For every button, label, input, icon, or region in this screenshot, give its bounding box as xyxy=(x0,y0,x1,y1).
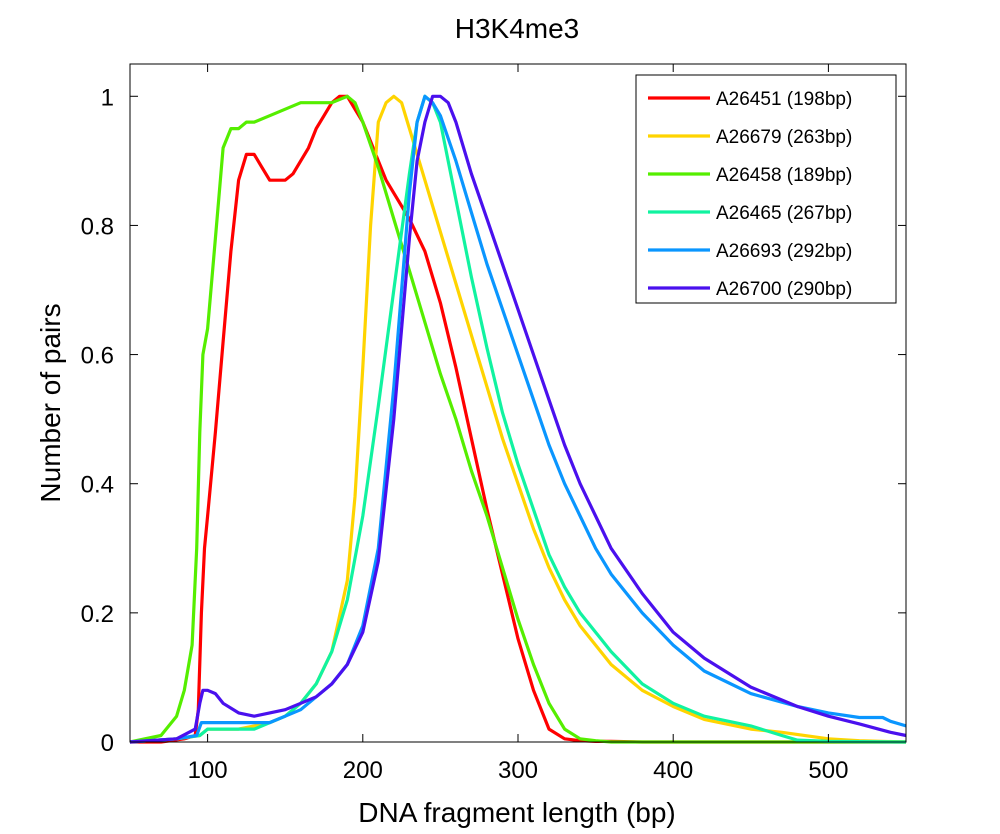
series-line-3 xyxy=(129,94,906,744)
x-tick-label: 400 xyxy=(653,757,693,784)
y-tick-label: 0.2 xyxy=(81,601,114,628)
x-tick-label: 100 xyxy=(188,757,228,784)
y-axis: 0 0.2 0.4 0.6 0.8 1 xyxy=(81,84,906,757)
x-tick-label: 500 xyxy=(808,757,848,784)
legend: A26451 (198bp) A26679 (263bp) A26458 (189b… xyxy=(635,74,897,304)
legend-label: A26451 (198bp) xyxy=(716,89,852,110)
legend-label: A26465 (267bp) xyxy=(716,203,852,224)
series-group xyxy=(129,94,907,744)
legend-label: A26693 (292bp) xyxy=(716,241,852,262)
legend-label: A26700 (290bp) xyxy=(716,279,852,300)
y-axis-label: Number of pairs xyxy=(35,303,66,502)
x-tick-label: 300 xyxy=(498,757,538,784)
x-tick-label: 200 xyxy=(343,757,383,784)
y-tick-label: 0.8 xyxy=(81,213,114,240)
y-tick-label: 1 xyxy=(101,84,114,111)
legend-box xyxy=(635,74,897,304)
series-line-6 xyxy=(129,94,907,744)
legend-label: A26458 (189bp) xyxy=(716,165,852,186)
x-axis: 100 200 300 400 500 xyxy=(188,64,848,784)
chart-title: H3K4me3 xyxy=(455,13,580,44)
y-tick-label: 0 xyxy=(101,730,114,757)
x-axis-label: DNA fragment length (bp) xyxy=(358,797,676,828)
series-line-1 xyxy=(130,94,906,744)
series-line-5 xyxy=(129,94,907,744)
series-line-4 xyxy=(129,94,907,744)
y-tick-label: 0.4 xyxy=(81,472,114,499)
legend-label: A26679 (263bp) xyxy=(716,127,852,148)
y-tick-label: 0.6 xyxy=(81,343,114,370)
